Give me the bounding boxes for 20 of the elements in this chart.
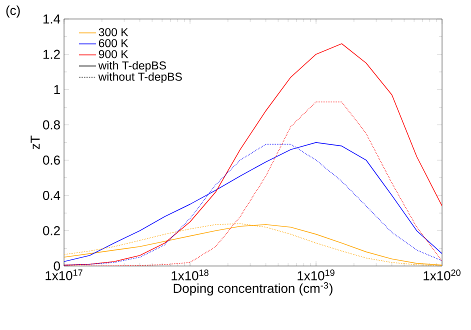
y-tick-label: 0.2	[43, 226, 60, 236]
y-tick-label: 1.2	[43, 50, 60, 59]
y-axis-title: zT	[30, 136, 40, 150]
x-tick-label: 1x10$^{18}$	[172, 270, 208, 280]
x-tick-label: 1x10$^{20}$	[424, 270, 461, 280]
x-axis-title: Doping concentration (cm$^{-3}$)	[174, 282, 332, 296]
legend-label: with T-depBS	[98, 61, 166, 72]
x-tick-label: 1x10$^{19}$	[298, 270, 334, 280]
legend-label: 600 K	[98, 39, 128, 48]
y-tick-label: 1	[54, 85, 60, 94]
y-tick-label: 0.8	[43, 120, 60, 130]
y-tick-label: 0	[54, 261, 60, 271]
x-tick-label: 1x10$^{17}$	[46, 270, 82, 280]
legend-label: 300 K	[98, 28, 128, 36]
text: (c)	[6, 6, 20, 18]
y-tick-label: 0.6	[43, 156, 60, 165]
legend-label: 900 K	[98, 50, 128, 58]
y-tick-label: 0.4	[43, 190, 60, 200]
y-tick-label: 1.4	[43, 14, 60, 24]
legend-label: without T-depBS	[98, 72, 182, 84]
